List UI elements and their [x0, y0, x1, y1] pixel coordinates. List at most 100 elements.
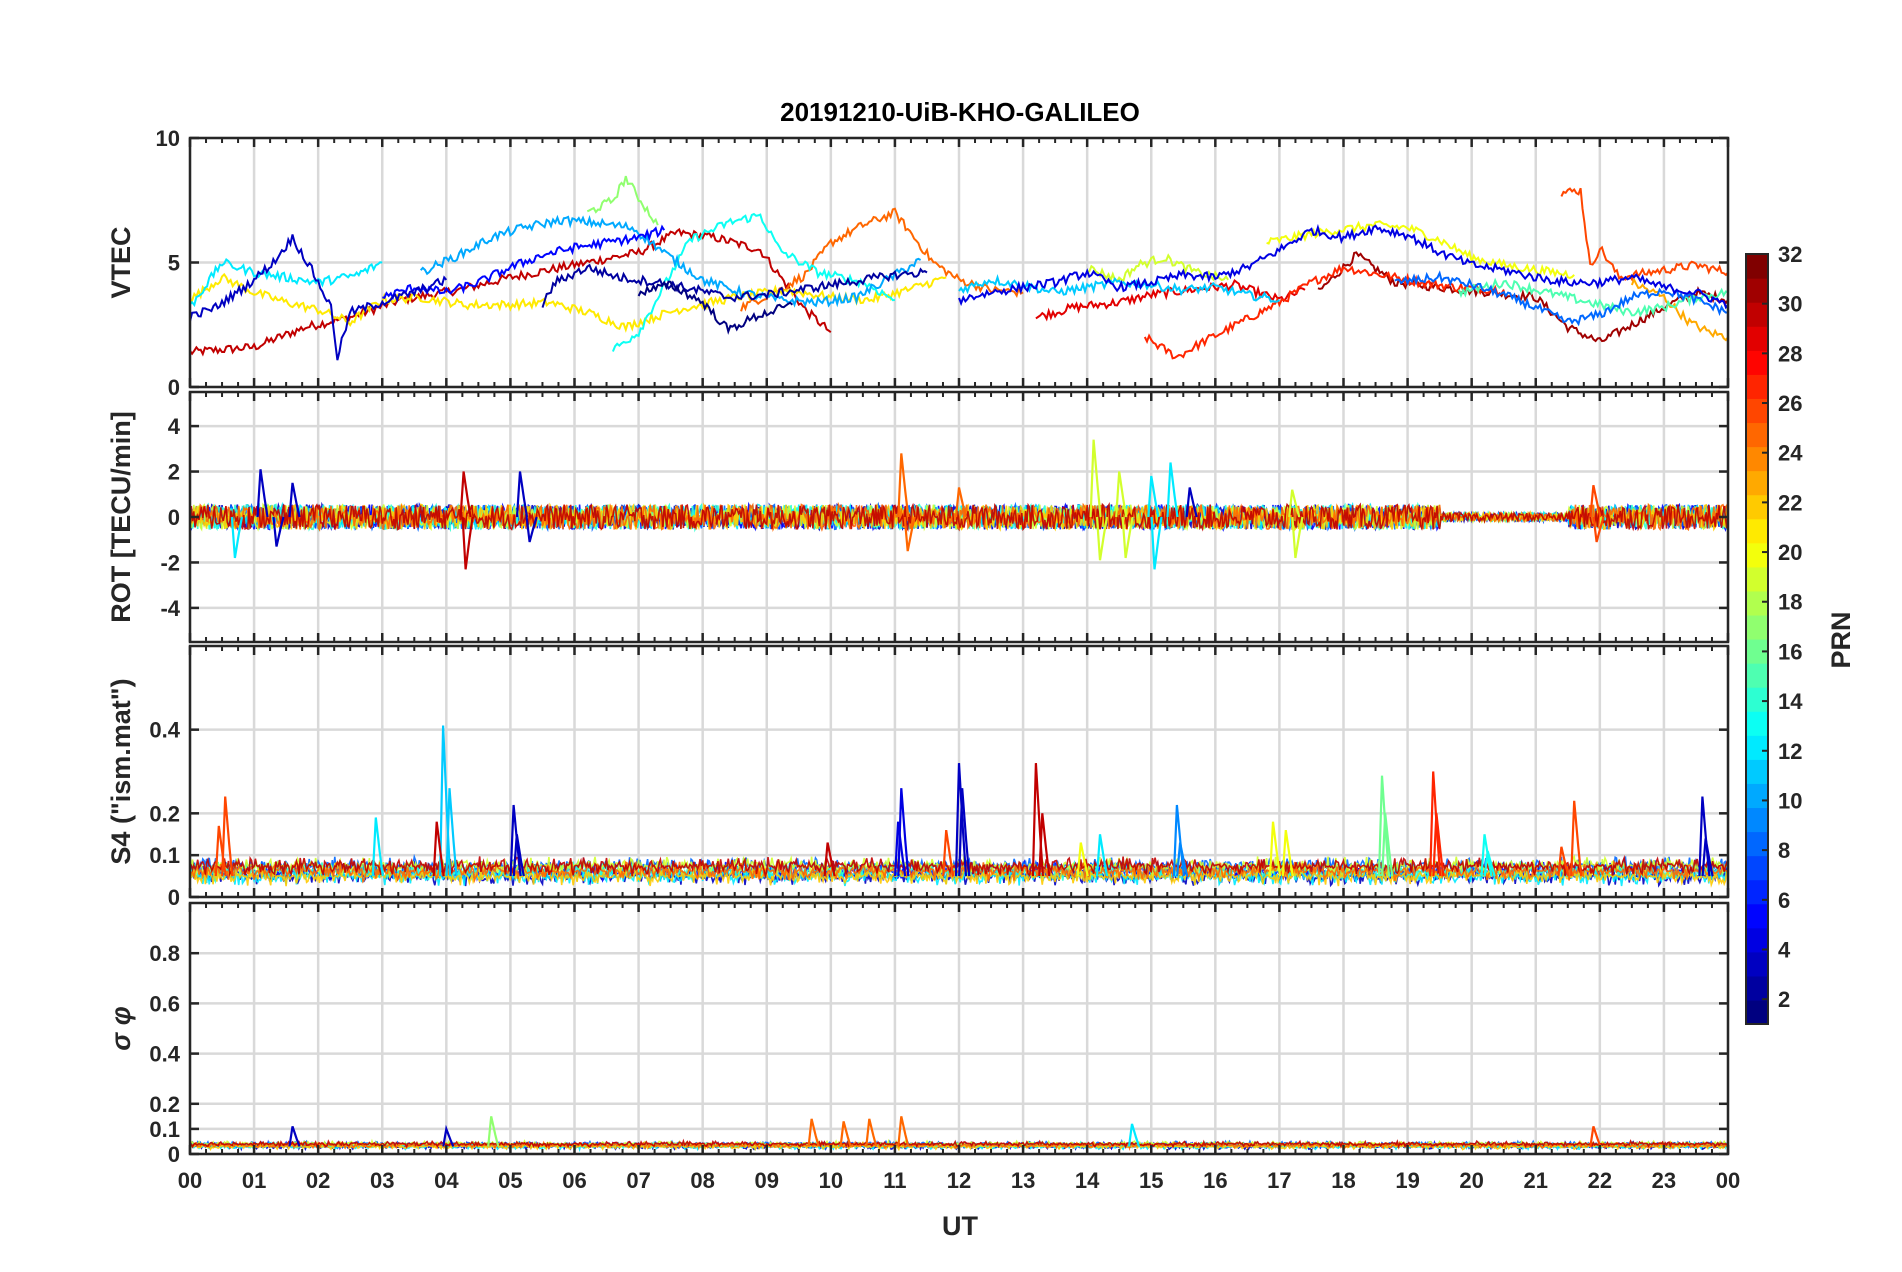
colorbar-tick-label: 16	[1778, 639, 1802, 664]
rot-panel: -4 -2 0 2 4 ROT [TECU/min]	[106, 390, 1730, 644]
s4-spike-prn-20	[1281, 829, 1294, 877]
rot-spike-prn-26	[1592, 516, 1605, 543]
vtec-series-prn-25	[740, 207, 1024, 312]
y-tick-label: 0.4	[149, 718, 180, 743]
vtec-series-prn-21	[190, 272, 947, 333]
x-tick-label: 19	[1395, 1168, 1419, 1193]
x-tick-label: 02	[306, 1168, 330, 1193]
y-tick-label: 0.2	[149, 801, 180, 826]
y-axis-label: S4 ("ism.mat")	[106, 678, 136, 864]
rot-spike-prn-19	[1291, 516, 1304, 559]
rot-spike-prn-3	[256, 469, 269, 518]
x-tick-label: 00	[178, 1168, 202, 1193]
y-axis-label: σ φ	[106, 1006, 136, 1050]
x-tick-label: 06	[562, 1168, 586, 1193]
rot-spike-prn-12	[1166, 462, 1179, 518]
colorbar-level	[1746, 590, 1768, 616]
vtec-series-prn-13	[611, 212, 896, 352]
y-tick-label: 0.2	[149, 1092, 180, 1117]
rot-spike-prn-3	[288, 482, 301, 518]
colorbar-tick-label: 2	[1778, 987, 1790, 1012]
y-tick-label: 0.4	[149, 1042, 180, 1067]
rot-series-prn-25	[190, 501, 1728, 533]
rot-spike-prn-3	[272, 516, 285, 547]
s4-spike-prn-11	[445, 788, 458, 877]
y-tick-label: -2	[160, 550, 180, 575]
rot-spike-prn-3	[515, 471, 529, 518]
y-tick-label: 10	[156, 126, 180, 151]
rot-spike-prn-25	[897, 453, 910, 518]
sigma_phi-spike-prn-17	[487, 1116, 500, 1147]
colorbar-level	[1746, 927, 1768, 953]
sigma_phi-spike-prn-26	[1589, 1126, 1602, 1147]
colorbar-tick-label: 10	[1778, 788, 1802, 813]
rot-spike-prn-26	[1589, 484, 1602, 518]
colorbar-tick-label: 26	[1778, 391, 1802, 416]
s4-spike-prn-20	[1076, 842, 1089, 877]
colorbar-label: PRN	[1826, 611, 1856, 668]
x-tick-label: 20	[1459, 1168, 1483, 1193]
vtec-series-prn-27	[1143, 263, 1505, 360]
colorbar-tick-label: 32	[1778, 242, 1802, 267]
sigma_phi-spike-prn-25	[839, 1121, 852, 1147]
colorbar-level	[1746, 542, 1768, 568]
s4-spike-prn-30	[823, 842, 836, 877]
colorbar-tick-label: 24	[1778, 441, 1803, 466]
y-tick-label: -4	[160, 596, 180, 621]
y-tick-label: 0.6	[149, 991, 180, 1016]
vtec-series-prn-26	[1560, 187, 1728, 282]
colorbar-tick-label: 30	[1778, 292, 1802, 317]
vtec-series-prn-31	[1317, 251, 1728, 343]
colorbar-level	[1746, 494, 1768, 520]
s4-spike-prn-16	[1377, 775, 1391, 877]
colorbar-tick-label: 28	[1778, 341, 1802, 366]
vtec-series-prn-2	[541, 263, 928, 308]
y-tick-label: 0.1	[149, 843, 180, 868]
vtec-series-prn-3	[190, 234, 448, 361]
rot-spike-prn-3	[1185, 487, 1198, 518]
x-tick-label: 08	[690, 1168, 714, 1193]
colorbar-level	[1746, 903, 1768, 929]
colorbar-tick-label: 22	[1778, 490, 1802, 515]
sigma_phi-spike-prn-12	[1127, 1123, 1141, 1147]
s4-spike-prn-27	[1432, 813, 1445, 877]
colorbar-level	[1746, 759, 1768, 784]
y-tick-label: 4	[168, 414, 181, 439]
sigma_phi-spike-prn-3	[442, 1124, 455, 1147]
s4-spike-prn-3	[1701, 838, 1714, 877]
colorbar-level	[1746, 879, 1768, 905]
x-tick-label: 14	[1075, 1168, 1100, 1193]
vtec-panel: 0 5 10 VTEC	[106, 126, 1730, 400]
colorbar-level	[1746, 614, 1768, 640]
colorbar-level	[1746, 566, 1768, 592]
colorbar-frame	[1745, 253, 1769, 1025]
s4-spike-prn-30	[1038, 813, 1051, 877]
s4-spike-prn-4	[894, 821, 907, 877]
rot-spike-prn-19	[1288, 489, 1301, 518]
rot-spike-prn-19	[1121, 516, 1134, 559]
x-tick-label: 11	[883, 1168, 906, 1193]
colorbar-level	[1746, 735, 1768, 760]
rot-spike-prn-25	[903, 516, 916, 552]
colorbar-level	[1746, 398, 1768, 424]
colorbar-tick-label: 14	[1778, 689, 1803, 714]
x-tick-label: 13	[1011, 1168, 1035, 1193]
rot-series-prn-30	[190, 502, 1728, 532]
colorbar-level	[1746, 518, 1768, 544]
colorbar-level	[1746, 783, 1768, 809]
colorbar-tick-label: 6	[1778, 888, 1790, 913]
series-layer	[190, 725, 1728, 888]
rot-spike-prn-3	[525, 516, 538, 543]
x-tick-label: 21	[1524, 1168, 1548, 1193]
colorbar-level	[1746, 326, 1768, 351]
x-tick-label: 04	[434, 1168, 459, 1193]
colorbar-tick-label: 8	[1778, 838, 1790, 863]
x-tick-label: 00	[1716, 1168, 1740, 1193]
colorbar-level	[1746, 422, 1768, 448]
rot-spike-prn-30	[459, 471, 472, 518]
s4-spike-prn-9	[1176, 842, 1189, 877]
colorbar-level	[1746, 807, 1768, 833]
s4-spike-prn-26	[221, 796, 234, 877]
sigma_phi-spike-prn-3	[288, 1126, 301, 1147]
